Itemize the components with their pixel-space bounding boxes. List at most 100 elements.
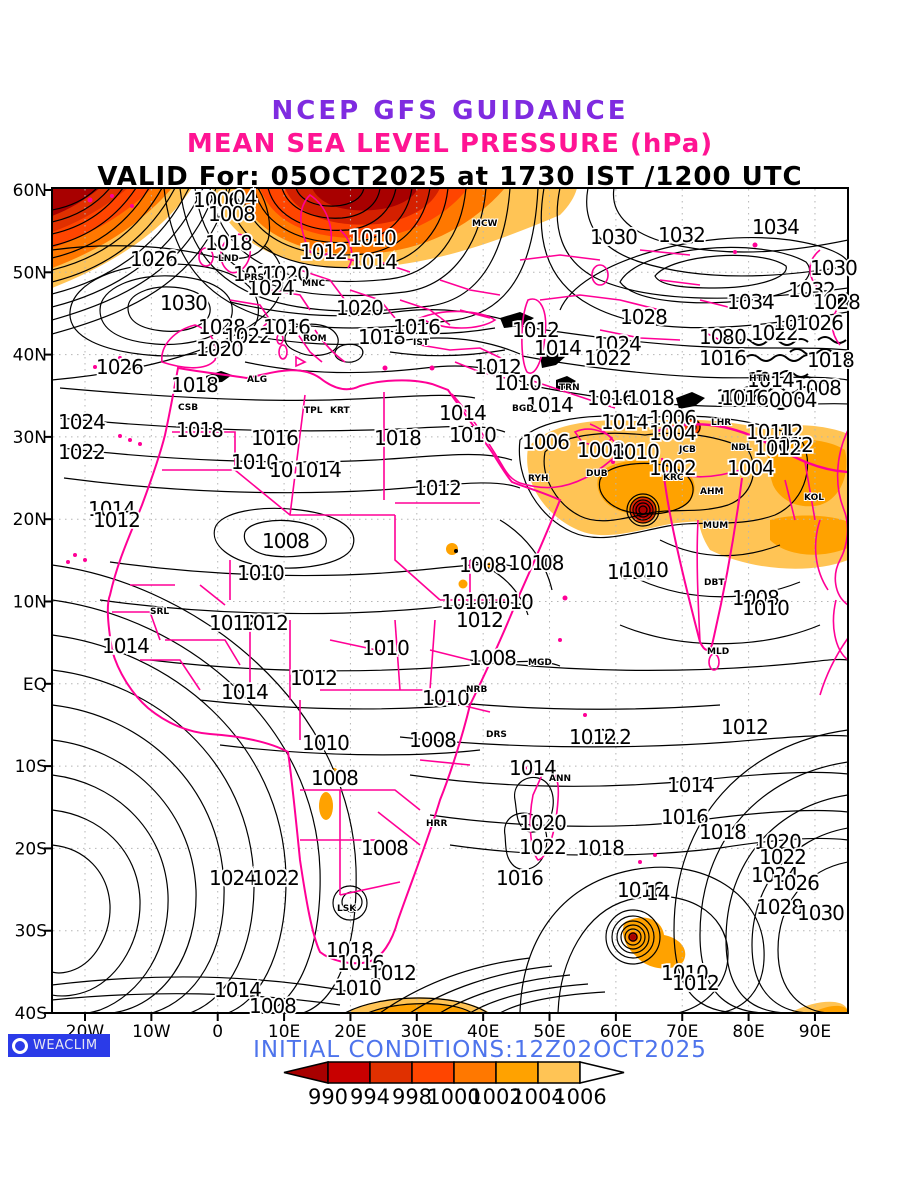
pressure-label: 1008 xyxy=(577,438,624,462)
pressure-label: 1012 xyxy=(456,608,503,632)
station-label: PRS xyxy=(244,273,264,283)
pressure-label: 1026 xyxy=(130,247,177,271)
pressure-label: 1004 xyxy=(649,421,696,445)
station-label: MGD xyxy=(528,658,552,668)
station-label: KOL xyxy=(804,493,824,503)
pressure-label: 1012 xyxy=(512,318,559,342)
colorbar-tick-label: 998 xyxy=(392,1085,432,1109)
y-axis-label: 10S xyxy=(15,757,47,777)
station-label: MLD xyxy=(707,647,729,657)
colorbar-tick-label: 994 xyxy=(350,1085,390,1109)
y-axis-label: 20S xyxy=(15,839,47,859)
pressure-label: 1012 xyxy=(369,961,416,985)
pressure-label: 1026 xyxy=(772,871,819,895)
pressure-label: 1022 xyxy=(233,262,280,286)
pressure-label: 1010 xyxy=(661,961,708,985)
pressure-label: 1014 xyxy=(747,368,794,392)
pressure-label: 1010 xyxy=(334,976,381,1000)
colorbar-segment xyxy=(495,1061,539,1084)
station-label: DRS xyxy=(486,730,507,740)
pressure-label: 1012 xyxy=(241,611,288,635)
pressure-label: 1012 xyxy=(300,240,347,264)
pressure-label: 1028 xyxy=(198,315,245,339)
pressure-label: 1014 xyxy=(88,497,135,521)
pressure-label: 1022 xyxy=(58,440,105,464)
pressure-label: 1018 xyxy=(205,231,252,255)
pressure-label: 1022 xyxy=(519,835,566,859)
pressure-label: 1016 xyxy=(263,315,310,339)
station-label: AHM xyxy=(700,487,723,497)
station-label: SRL xyxy=(150,607,169,617)
pressure-label: 1008 xyxy=(311,766,358,790)
pressure-label: 1018 xyxy=(176,418,223,442)
colorbar-tick-label: 990 xyxy=(308,1085,348,1109)
station-label: HTN xyxy=(749,374,770,384)
pressure-label: 1022 xyxy=(252,866,299,890)
pressure-label: 1006 xyxy=(522,430,569,454)
pressure-label: 12 xyxy=(779,420,802,444)
station-label: JCB xyxy=(678,445,696,455)
pressure-label: 1012 xyxy=(569,725,616,749)
pressure-label: 1026 xyxy=(96,355,143,379)
pressure-label: 1006 xyxy=(757,388,804,412)
island-specks xyxy=(66,194,758,864)
pressure-label: 1014 xyxy=(746,420,793,444)
pressure-label: 1018 xyxy=(807,348,854,372)
pressure-label: 1014 xyxy=(294,458,341,482)
station-label: NRB xyxy=(466,685,487,695)
pressure-label: 1008 xyxy=(794,376,841,400)
x-axis-label: 70E xyxy=(666,1022,698,1042)
station-label: ANN xyxy=(549,774,571,784)
pressure-label: 1016 xyxy=(393,315,440,339)
pressure-label: 1032 xyxy=(788,278,835,302)
pressure-label: 1008 xyxy=(249,994,296,1018)
pressure-label: 1006 xyxy=(193,188,240,212)
pressure-label: 1010 xyxy=(269,458,316,482)
colorbar-right-arrow xyxy=(579,1061,625,1084)
pressure-label: 1008 xyxy=(208,202,255,226)
station-label: MUM xyxy=(703,521,728,531)
pressure-label: 1020 xyxy=(336,296,383,320)
pressure-label: 1014 xyxy=(526,393,573,417)
y-axis-label: 10N xyxy=(13,593,47,613)
pressure-label: 1024 xyxy=(58,410,105,434)
colorbar-tick-label: 1002 xyxy=(469,1085,522,1109)
station-label: MCW xyxy=(472,219,498,229)
pressure-label: 1012 xyxy=(414,476,461,500)
pressure-label: 1018 xyxy=(171,373,218,397)
x-axis-label: 60E xyxy=(600,1022,632,1042)
pressure-label: 1018 xyxy=(627,386,674,410)
station-label: RYH xyxy=(528,474,549,484)
pressure-label: 1016 xyxy=(721,386,768,410)
pressure-label: 1008 xyxy=(732,586,779,610)
pressure-label: 1018 xyxy=(577,836,624,860)
pressure-label: 1014 xyxy=(534,336,581,360)
pressure-label: 1014 xyxy=(667,773,714,797)
pressure-label: 1024 xyxy=(751,863,798,887)
pressure-label: 1016 xyxy=(337,951,384,975)
pressure-label: 1004 xyxy=(727,456,774,480)
y-axis-label: 40S xyxy=(15,1004,47,1024)
pressure-label: 1010 xyxy=(362,636,409,660)
pressure-label: 1012 xyxy=(672,971,719,995)
pressure-label: 1014 xyxy=(601,410,648,434)
initial-conditions-label: INITIAL CONDITIONS:12Z02OCT2025 xyxy=(253,1037,707,1063)
station-label: ALG xyxy=(247,375,267,385)
station-label: CSB xyxy=(178,403,198,413)
pressure-label: 1012 xyxy=(766,433,813,457)
pressure-label: 1022 xyxy=(759,845,806,869)
pressure-label: 1010 xyxy=(302,731,349,755)
pressure-label: 10 xyxy=(773,311,797,335)
pressure-label: 1024 xyxy=(209,866,256,890)
pressure-label: 1028 xyxy=(756,895,803,919)
station-label: DUB xyxy=(586,469,608,479)
pressure-label: 1010 xyxy=(441,590,488,614)
pressure-label: 1028 xyxy=(620,305,667,329)
y-axis-label: 50N xyxy=(13,263,47,283)
station-label: KRC xyxy=(663,473,684,483)
station-labels: MCW LND PRS MNC ROM IST CSB ALG TPL KRT SRL MGD NRB D… xyxy=(149,218,825,915)
colorbar-segment xyxy=(537,1061,581,1084)
pressure-label: 1010 xyxy=(612,440,659,464)
pressure-label: 08 xyxy=(540,551,564,575)
